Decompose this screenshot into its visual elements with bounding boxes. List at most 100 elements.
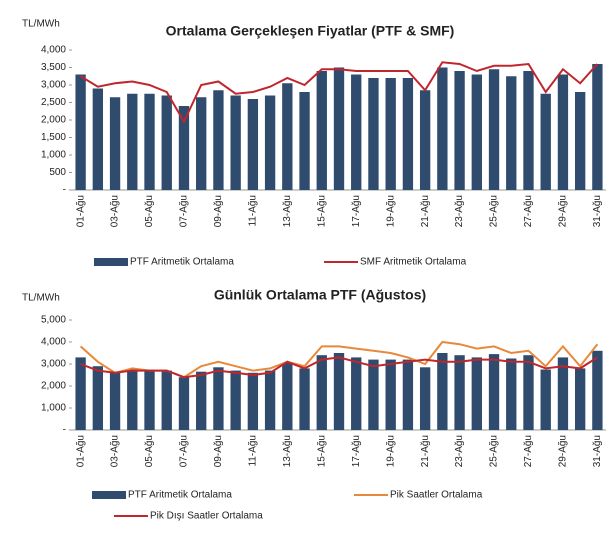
x-tick-label: 31-Ağu [592,195,603,227]
x-tick-label: 15-Ağu [316,435,327,467]
legend-label: Pik Saatler Ortalama [390,490,483,501]
x-tick-label: 21-Ağu [420,195,431,227]
bar [368,78,379,190]
bar [506,358,517,430]
x-tick-label: 17-Ağu [351,195,362,227]
bar [299,92,310,190]
bar [454,71,465,190]
bar [506,76,517,190]
bar [92,88,104,190]
bar [282,83,293,190]
x-tick-label: 29-Ağu [558,195,569,227]
bar [213,90,224,190]
bar [333,67,345,190]
bar [75,357,86,430]
y-tick-label: 4,000 [41,45,66,56]
bar [419,367,431,430]
bar [592,64,603,190]
bar [557,74,569,190]
bar [471,357,482,430]
bar [574,368,586,430]
chart-title: Günlük Ortalama PTF (Ağustos) [214,287,426,303]
legend-label: PTF Aritmetik Ortalama [130,257,234,268]
bar [454,355,465,430]
x-tick-label: 13-Ağu [282,195,293,227]
x-tick-label: 07-Ağu [179,195,190,227]
bar [161,95,172,190]
x-tick-label: 27-Ağu [523,195,534,227]
bar [178,377,190,430]
bar [264,370,276,430]
legend-swatch [94,258,128,266]
bar [385,359,396,430]
x-tick-label: 19-Ağu [385,435,396,467]
bar [178,106,190,190]
bar [230,95,241,190]
bar [196,371,207,430]
bar [144,369,155,430]
x-tick-label: 05-Ağu [144,195,155,227]
x-tick-label: 09-Ağu [213,195,224,227]
y-tick-label: 2,000 [41,381,66,392]
x-tick-label: 31-Ağu [592,435,603,467]
y-axis-label: TL/MWh [22,293,60,304]
x-tick-label: 25-Ağu [489,435,500,467]
bar [127,93,138,190]
bar [333,353,345,430]
y-tick-label: 1,000 [41,403,66,414]
bar [247,99,259,190]
bar [351,357,362,430]
x-tick-label: 09-Ağu [213,435,224,467]
bar [161,370,172,430]
x-tick-label: 29-Ağu [558,435,569,467]
legend-label: PTF Aritmetik Ortalama [128,490,232,501]
bar [282,362,293,430]
bar [523,71,534,190]
bar [523,355,534,430]
chart-title: Ortalama Gerçekleşen Fiyatlar (PTF & SMF… [166,23,455,39]
bar [264,95,276,190]
x-tick-label: 15-Ağu [316,195,327,227]
y-tick-label: 500 [49,167,66,178]
y-axis-label: TL/MWh [22,19,60,30]
bar [488,69,500,190]
bar [316,355,327,430]
bar [402,359,414,430]
bar [213,367,224,430]
legend-label: SMF Aritmetik Ortalama [360,257,467,268]
bar [109,97,121,190]
x-tick-label: 01-Ağu [75,435,86,467]
x-tick-label: 03-Ağu [110,195,121,227]
x-tick-label: 17-Ağu [351,435,362,467]
bar [557,357,569,430]
bar [127,369,138,430]
x-tick-label: 13-Ağu [282,435,293,467]
bar [368,359,379,430]
bar [402,78,414,190]
x-tick-label: 23-Ağu [454,435,465,467]
y-tick-label: 4,000 [41,337,66,348]
y-tick-label: 2,500 [41,97,66,108]
y-tick-label: - [63,425,66,436]
x-tick-label: 25-Ağu [489,195,500,227]
line [80,61,599,124]
bar [316,71,327,190]
x-tick-label: 23-Ağu [454,195,465,227]
bar [540,93,551,190]
y-tick-label: 5,000 [41,315,66,326]
x-tick-label: 11-Ağu [248,435,259,467]
bar [574,92,586,190]
bar [75,74,86,190]
y-tick-label: 2,000 [41,115,66,126]
x-tick-label: 11-Ağu [248,195,259,227]
bar [437,353,448,430]
y-tick-label: 3,000 [41,359,66,370]
x-tick-label: 03-Ağu [110,435,121,467]
bar [437,67,448,190]
y-tick-label: 1,000 [41,150,66,161]
bar [592,350,603,430]
y-tick-label: 3,500 [41,62,66,73]
bar [92,366,104,430]
bar [385,78,396,190]
bar [196,97,207,190]
